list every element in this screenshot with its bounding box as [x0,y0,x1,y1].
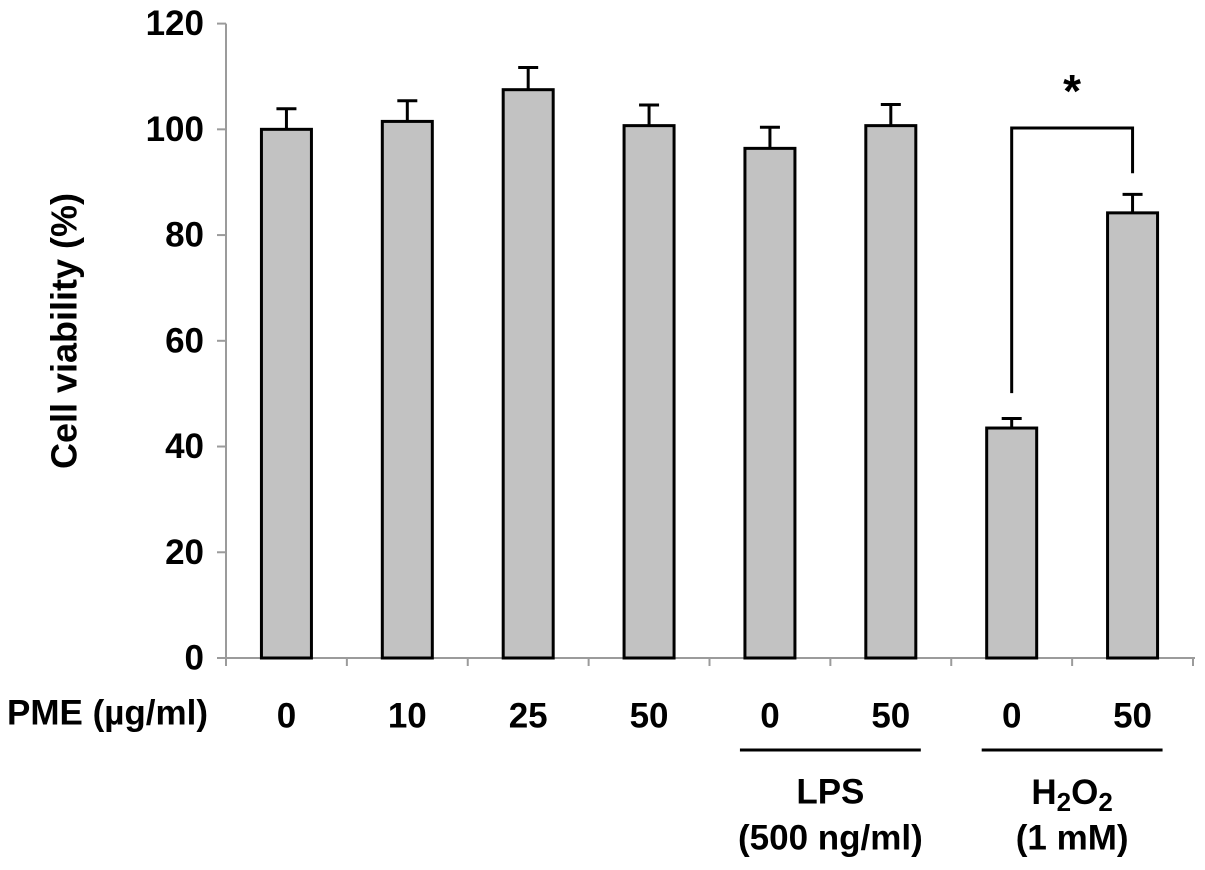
x-tick-label: 50 [871,697,910,736]
bar [501,88,555,660]
group-name: H2O2 [1031,773,1112,818]
pme-axis-label: PME (µg/ml) [7,694,208,733]
y-tick-label: 80 [165,216,204,255]
bar [1106,211,1160,660]
y-tick-label: 20 [165,533,204,572]
y-tick-label: 0 [185,639,204,678]
group-dose: (1 mM) [1016,819,1129,858]
y-tick-label: 120 [146,4,204,43]
x-tick-label: 0 [277,697,296,736]
group-name: LPS [796,773,864,812]
x-tick-label: 50 [630,697,669,736]
bar [864,124,918,660]
x-tick-label: 25 [509,697,548,736]
group-dose: (500 ng/ml) [738,819,923,858]
y-tick-label: 100 [146,110,204,149]
y-tick-label: 60 [165,321,204,360]
significance-asterisk: * [1063,65,1081,117]
y-tick-label: 40 [165,427,204,466]
x-tick-label: 50 [1113,697,1152,736]
bar [743,146,797,660]
x-tick-label: 10 [388,697,427,736]
x-tick-label: 0 [1002,697,1021,736]
bar [985,426,1039,660]
significance-bracket [1010,126,1135,394]
bar [259,127,313,660]
y-axis-title: Cell viability (%) [44,193,85,469]
x-tick-label: 0 [760,697,779,736]
bar [380,119,434,660]
bar [622,124,676,660]
